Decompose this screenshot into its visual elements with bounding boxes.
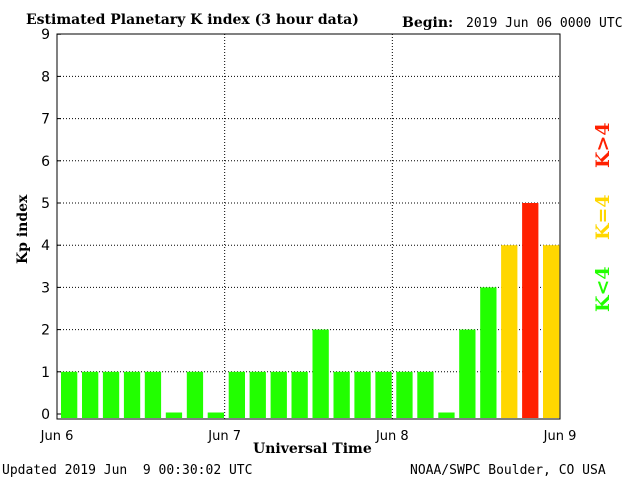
kp-bar — [270, 371, 287, 418]
kp-bar — [354, 371, 371, 418]
y-tick-label: 6 — [41, 154, 50, 170]
kp-bar — [291, 371, 308, 418]
y-tick-label: 0 — [41, 407, 50, 423]
y-tick-label: 8 — [41, 69, 50, 85]
kp-bar — [61, 371, 78, 418]
kp-bar — [522, 203, 539, 418]
kp-bar — [82, 371, 99, 418]
plot-grid — [57, 34, 560, 419]
chart-title: Estimated Planetary K index (3 hour data… — [26, 12, 359, 28]
kp-bar — [228, 371, 245, 418]
kp-bar — [333, 371, 350, 418]
y-tick-label: 9 — [41, 27, 50, 43]
kp-bar — [312, 329, 329, 418]
kp-bar — [396, 371, 413, 418]
kp-bar — [417, 371, 434, 418]
legend-k-equal-4: K=4 — [592, 194, 614, 240]
updated-timestamp: Updated 2019 Jun 9 00:30:02 UTC — [2, 463, 252, 478]
begin-label: Begin: — [402, 15, 453, 31]
kp-bar — [501, 245, 518, 418]
kp-bar — [543, 245, 560, 418]
y-tick-label: 1 — [41, 365, 50, 381]
kp-bar — [123, 371, 141, 418]
y-axis-ticks: 0 1 2 3 4 5 6 7 8 9 — [41, 27, 61, 423]
x-tick-label: Jun 6 — [40, 429, 74, 444]
kp-bar — [186, 371, 204, 418]
kp-bar — [438, 412, 455, 418]
kp-bar — [144, 371, 162, 418]
legend-k-less-4: K<4 — [592, 266, 614, 312]
y-tick-label: 5 — [41, 196, 50, 212]
y-tick-label: 7 — [41, 112, 50, 128]
kp-bar — [459, 329, 476, 418]
x-tick-label: Jun 7 — [207, 429, 241, 444]
y-tick-label: 4 — [41, 238, 50, 254]
y-axis-label: Kp index — [15, 194, 31, 264]
plot-frame — [56, 33, 561, 420]
kp-bar — [480, 287, 497, 418]
x-tick-label: Jun 9 — [543, 429, 577, 444]
x-axis-label: Universal Time — [253, 441, 372, 457]
kp-bar — [165, 412, 183, 418]
kp-bar — [102, 371, 120, 418]
source-credit: NOAA/SWPC Boulder, CO USA — [410, 463, 606, 478]
legend-k-greater-4: K>4 — [592, 122, 614, 168]
kp-bar — [249, 371, 266, 418]
x-tick-label: Jun 8 — [375, 429, 409, 444]
begin-value: 2019 Jun 06 0000 UTC — [466, 16, 623, 31]
kp-bar — [207, 412, 224, 418]
x-axis-ticks: Jun 6 Jun 7 Jun 8 Jun 9 — [40, 429, 577, 444]
y-tick-label: 2 — [41, 323, 50, 339]
kp-bar — [375, 371, 392, 418]
y-tick-label: 3 — [41, 280, 50, 296]
bar-series — [61, 203, 560, 418]
